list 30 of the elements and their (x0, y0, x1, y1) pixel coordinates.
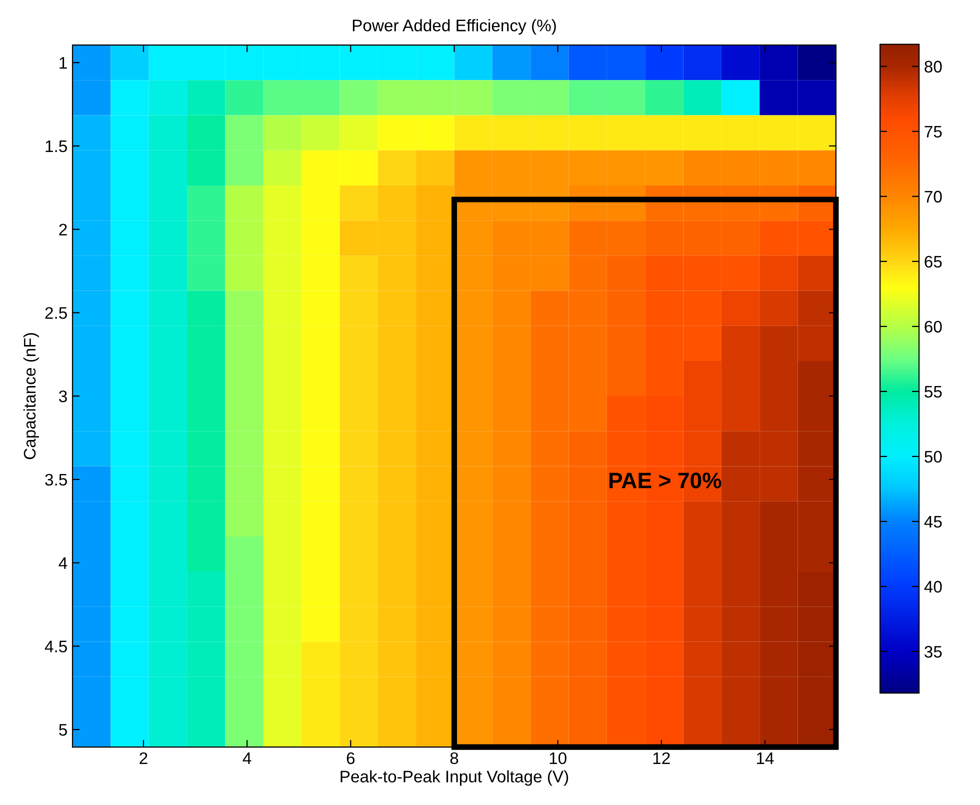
x-tick-label: 10 (550, 752, 566, 764)
color-bar-label: 80 (924, 60, 942, 73)
color-bar-label: 35 (924, 646, 942, 658)
x-tick-label: 12 (653, 752, 670, 764)
y-tick-label: 4.5 (44, 640, 67, 652)
color-bar-label: 75 (924, 126, 942, 138)
x-tick-label: 14 (756, 752, 774, 764)
y-tick-label: 4 (58, 557, 68, 569)
x-axis-title: Peak-to-Peak Input Voltage (V) (340, 770, 568, 786)
x-tick-label: 8 (450, 752, 458, 764)
x-tick-label: 2 (140, 752, 148, 764)
color-bar-label: 55 (924, 386, 942, 398)
y-axis-title: Capacitance (nF) (23, 333, 39, 460)
chart-title: Power Added Efficiency (%) (352, 19, 556, 35)
y-tick-label: 2 (59, 224, 67, 236)
color-bar-label: 70 (924, 190, 942, 203)
annotation: PAE > 70% (609, 472, 722, 488)
x-tick-label: 6 (346, 752, 355, 764)
y-tick-label: 1 (60, 57, 67, 69)
y-tick-label: 3.5 (45, 474, 67, 486)
color-bar-label: 50 (924, 450, 942, 463)
y-tick-label: 5 (59, 724, 67, 736)
y-tick-label: 1.5 (46, 140, 67, 152)
color-bar-label: 60 (924, 320, 942, 333)
color-bar-label: 45 (924, 516, 942, 528)
y-tick-label: 2.5 (45, 307, 67, 319)
color-bar-label: 40 (924, 580, 942, 593)
color-bar-label: 65 (924, 256, 942, 268)
y-tick-label: 3 (59, 390, 67, 402)
x-tick-label: 4 (242, 752, 252, 764)
